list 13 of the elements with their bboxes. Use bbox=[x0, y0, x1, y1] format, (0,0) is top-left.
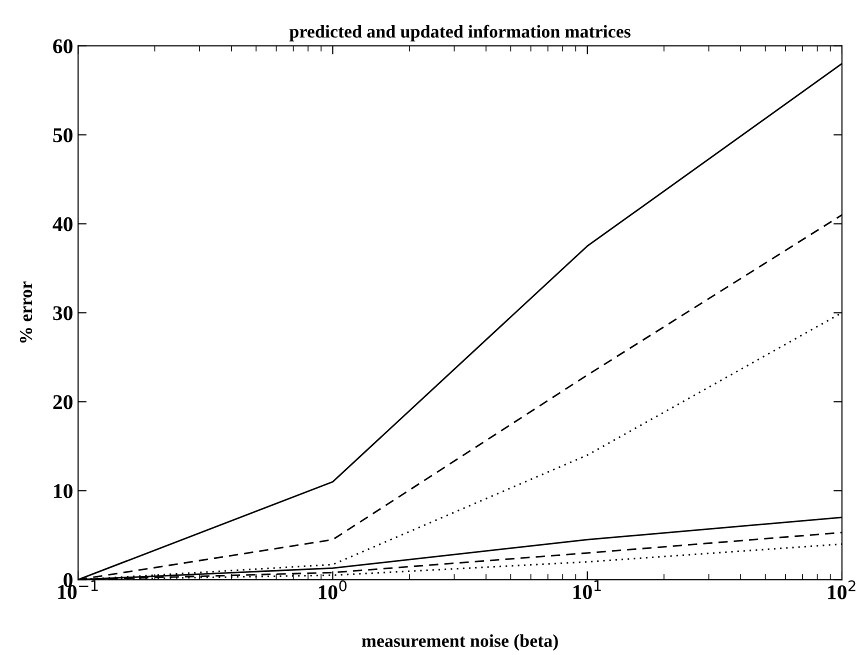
y-tick-label: 20 bbox=[53, 395, 72, 410]
y-tick-label: 30 bbox=[53, 306, 72, 320]
chart-title: predicted and updated information matrices bbox=[289, 24, 630, 42]
x-tick-label: 10$^{2}$ bbox=[828, 580, 856, 600]
y-tick-label: 50 bbox=[53, 128, 72, 142]
x-axis-title: measurement noise (beta) bbox=[362, 634, 558, 651]
y-tick-label: 60 bbox=[53, 39, 72, 54]
y-tick-label: 40 bbox=[52, 217, 72, 232]
x-tick-label: 10$^{1}$ bbox=[573, 580, 601, 600]
x-tick-label: 10$^{0}$ bbox=[318, 580, 347, 600]
y-axis-title: % error bbox=[20, 281, 32, 343]
y-tick-label: 0 bbox=[64, 573, 72, 588]
y-tick-label: 10 bbox=[54, 484, 72, 498]
